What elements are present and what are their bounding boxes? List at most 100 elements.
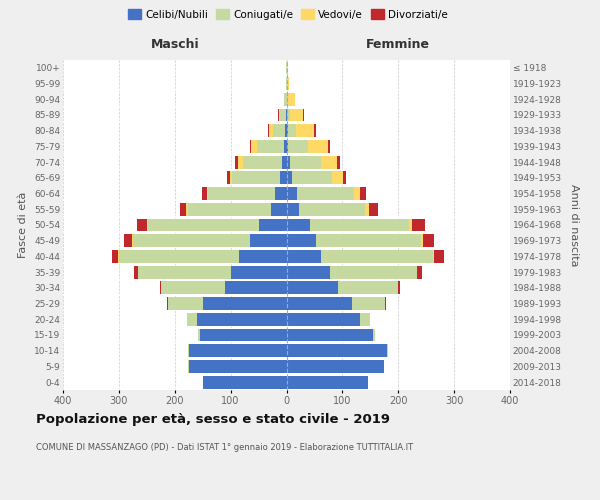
Bar	[287, 172, 292, 184]
Bar	[287, 234, 316, 247]
Bar	[167, 297, 168, 310]
Bar	[271, 203, 287, 215]
Bar	[288, 93, 295, 106]
Y-axis label: Fasce di età: Fasce di età	[19, 192, 28, 258]
Bar	[287, 360, 384, 373]
Bar	[287, 203, 299, 215]
Bar	[343, 172, 346, 184]
Bar	[287, 297, 352, 310]
Bar	[316, 234, 421, 247]
Bar	[287, 77, 289, 90]
Bar	[187, 313, 197, 326]
Bar	[139, 266, 230, 278]
Bar	[328, 140, 330, 153]
Bar	[353, 187, 360, 200]
Bar	[160, 282, 161, 294]
Bar	[423, 234, 434, 247]
Bar	[232, 172, 280, 184]
Bar	[398, 282, 400, 294]
Bar	[296, 124, 314, 137]
Bar	[303, 108, 304, 122]
Bar	[373, 328, 376, 342]
Bar	[287, 266, 330, 278]
Bar	[284, 93, 287, 106]
Bar	[134, 266, 139, 278]
Bar	[292, 172, 332, 184]
Bar	[280, 108, 286, 122]
Bar	[257, 140, 284, 153]
Bar	[287, 140, 288, 153]
Text: Popolazione per età, sesso e stato civile - 2019: Popolazione per età, sesso e stato civil…	[36, 412, 390, 426]
Bar	[243, 156, 282, 168]
Bar	[147, 218, 148, 232]
Bar	[337, 156, 340, 168]
Bar	[296, 187, 353, 200]
Bar	[230, 172, 232, 184]
Text: Maschi: Maschi	[151, 38, 199, 52]
Bar	[133, 234, 250, 247]
Bar	[161, 282, 225, 294]
Bar	[434, 250, 444, 263]
Bar	[299, 203, 365, 215]
Bar	[287, 282, 338, 294]
Bar	[287, 218, 310, 232]
Bar	[330, 266, 416, 278]
Bar	[206, 187, 208, 200]
Bar	[287, 344, 387, 357]
Bar	[290, 156, 320, 168]
Bar	[227, 172, 230, 184]
Bar	[137, 218, 147, 232]
Bar	[230, 266, 287, 278]
Bar	[282, 156, 287, 168]
Bar	[287, 108, 290, 122]
Bar	[314, 124, 316, 137]
Bar	[320, 156, 337, 168]
Bar	[119, 250, 239, 263]
Bar	[250, 234, 287, 247]
Bar	[273, 124, 286, 137]
Bar	[280, 172, 287, 184]
Bar	[369, 203, 377, 215]
Text: COMUNE DI MASSANZAGO (PD) - Dati ISTAT 1° gennaio 2019 - Elaborazione TUTTITALIA: COMUNE DI MASSANZAGO (PD) - Dati ISTAT 1…	[36, 442, 413, 452]
Bar	[288, 140, 308, 153]
Bar	[421, 234, 423, 247]
Bar	[360, 187, 366, 200]
Bar	[352, 297, 385, 310]
Bar	[338, 282, 398, 294]
Bar	[189, 360, 287, 373]
Bar	[286, 124, 287, 137]
Bar	[180, 203, 187, 215]
Bar	[187, 203, 188, 215]
Bar	[360, 313, 370, 326]
Bar	[208, 187, 275, 200]
Bar	[250, 140, 251, 153]
Bar	[310, 218, 409, 232]
Bar	[287, 156, 290, 168]
Bar	[197, 328, 200, 342]
Bar	[203, 376, 287, 388]
Bar	[278, 108, 280, 122]
Bar	[387, 344, 388, 357]
Bar	[412, 218, 425, 232]
Bar	[168, 297, 203, 310]
Bar	[235, 156, 238, 168]
Bar	[239, 250, 287, 263]
Bar	[189, 344, 287, 357]
Bar	[200, 328, 287, 342]
Bar	[290, 108, 303, 122]
Bar	[433, 250, 434, 263]
Bar	[275, 187, 287, 200]
Bar	[112, 250, 118, 263]
Bar	[417, 266, 422, 278]
Bar	[287, 328, 373, 342]
Bar	[188, 344, 189, 357]
Bar	[365, 203, 369, 215]
Bar	[409, 218, 412, 232]
Bar	[287, 313, 360, 326]
Bar	[188, 203, 271, 215]
Bar	[197, 313, 287, 326]
Bar	[238, 156, 243, 168]
Bar	[148, 218, 259, 232]
Bar	[251, 140, 257, 153]
Bar	[225, 282, 287, 294]
